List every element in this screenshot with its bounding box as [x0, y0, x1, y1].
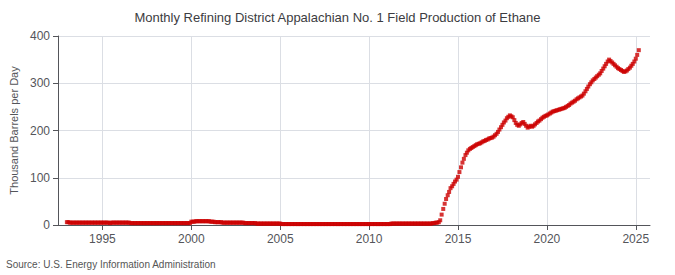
svg-text:Source: U.S. Energy Informatio: Source: U.S. Energy Information Administ…: [6, 259, 216, 270]
svg-text:400: 400: [30, 29, 50, 43]
svg-text:100: 100: [30, 171, 50, 185]
svg-text:2015: 2015: [445, 232, 472, 246]
svg-text:2020: 2020: [534, 232, 561, 246]
svg-text:2010: 2010: [356, 232, 383, 246]
svg-text:Monthly Refining District Appa: Monthly Refining District Appalachian No…: [134, 10, 540, 25]
svg-text:0: 0: [43, 218, 50, 232]
svg-text:200: 200: [30, 124, 50, 138]
svg-text:1995: 1995: [89, 232, 116, 246]
svg-text:2025: 2025: [622, 232, 649, 246]
svg-text:Thousand Barrels per Day: Thousand Barrels per Day: [8, 66, 20, 195]
svg-text:2005: 2005: [267, 232, 294, 246]
svg-text:300: 300: [30, 76, 50, 90]
svg-text:2000: 2000: [178, 232, 205, 246]
